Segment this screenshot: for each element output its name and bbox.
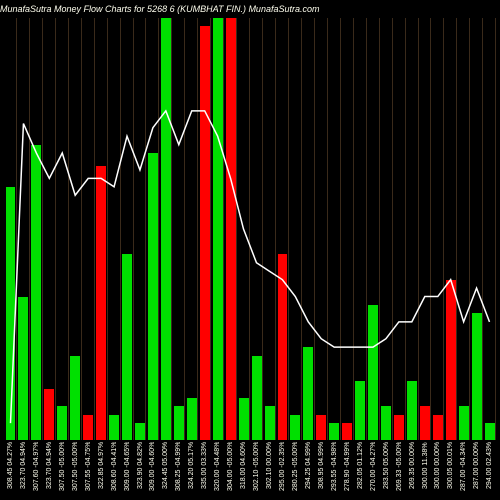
line-path (10, 111, 489, 423)
x-label: 322.85 04.97% (95, 442, 108, 500)
x-label: 307.60 -04.97% (30, 442, 43, 500)
x-label: 323.90 04.82% (134, 442, 147, 500)
x-label: 269.35 00.00% (406, 442, 419, 500)
x-label: 302.10 -05.00% (250, 442, 263, 500)
money-flow-chart: MunafaSutra Money Flow Charts for 5268 6… (0, 0, 500, 500)
x-label: 282.05 01.12% (354, 442, 367, 500)
x-label: 308.25 -04.99% (172, 442, 185, 500)
x-label: 287.00 00.00% (470, 442, 483, 500)
x-label: 300.00 00.00% (431, 442, 444, 500)
x-label: 324.45 05.00% (159, 442, 172, 500)
x-axis-labels: 308.45 04.27%323.70 04.94%307.60 -04.97%… (4, 442, 496, 500)
x-label: 295.00 -02.35% (276, 442, 289, 500)
x-label: 300.00 11.38% (419, 442, 432, 500)
x-label: 293.55 -04.98% (328, 442, 341, 500)
x-label: 324.20 05.17% (185, 442, 198, 500)
x-label: 320.00 -04.48% (211, 442, 224, 500)
x-label: 270.00 -04.27% (367, 442, 380, 500)
x-label: 335.00 03.33% (198, 442, 211, 500)
trend-line (4, 18, 496, 440)
x-label: 307.50 -05.00% (69, 442, 82, 500)
x-label: 307.50 -05.00% (56, 442, 69, 500)
x-label: 300.05 00.01% (444, 442, 457, 500)
x-label: 280.25 -05.00% (289, 442, 302, 500)
plot-area (4, 18, 496, 440)
x-label: 323.70 04.94% (17, 442, 30, 500)
x-label: 294.00 02.43% (483, 442, 496, 500)
x-label: 308.95 04.99% (315, 442, 328, 500)
chart-title: MunafaSutra Money Flow Charts for 5268 6… (0, 4, 500, 14)
x-label: 308.45 04.27% (4, 442, 17, 500)
x-label: 308.60 -04.41% (108, 442, 121, 500)
x-label: 278.90 -04.99% (341, 442, 354, 500)
x-label: 269.33 -05.00% (393, 442, 406, 500)
x-label: 302.10 00.00% (263, 442, 276, 500)
x-label: 309.00 -04.65% (121, 442, 134, 500)
x-label: 318.00 04.60% (237, 442, 250, 500)
x-label: 294.25 04.99% (302, 442, 315, 500)
x-label: 323.70 04.94% (43, 442, 56, 500)
x-label: 309.00 -04.60% (146, 442, 159, 500)
x-label: 304.00 -05.00% (224, 442, 237, 500)
x-label: 307.55 -04.75% (82, 442, 95, 500)
x-label: 287.00 -04.34% (457, 442, 470, 500)
x-label: 283.50 05.00% (380, 442, 393, 500)
